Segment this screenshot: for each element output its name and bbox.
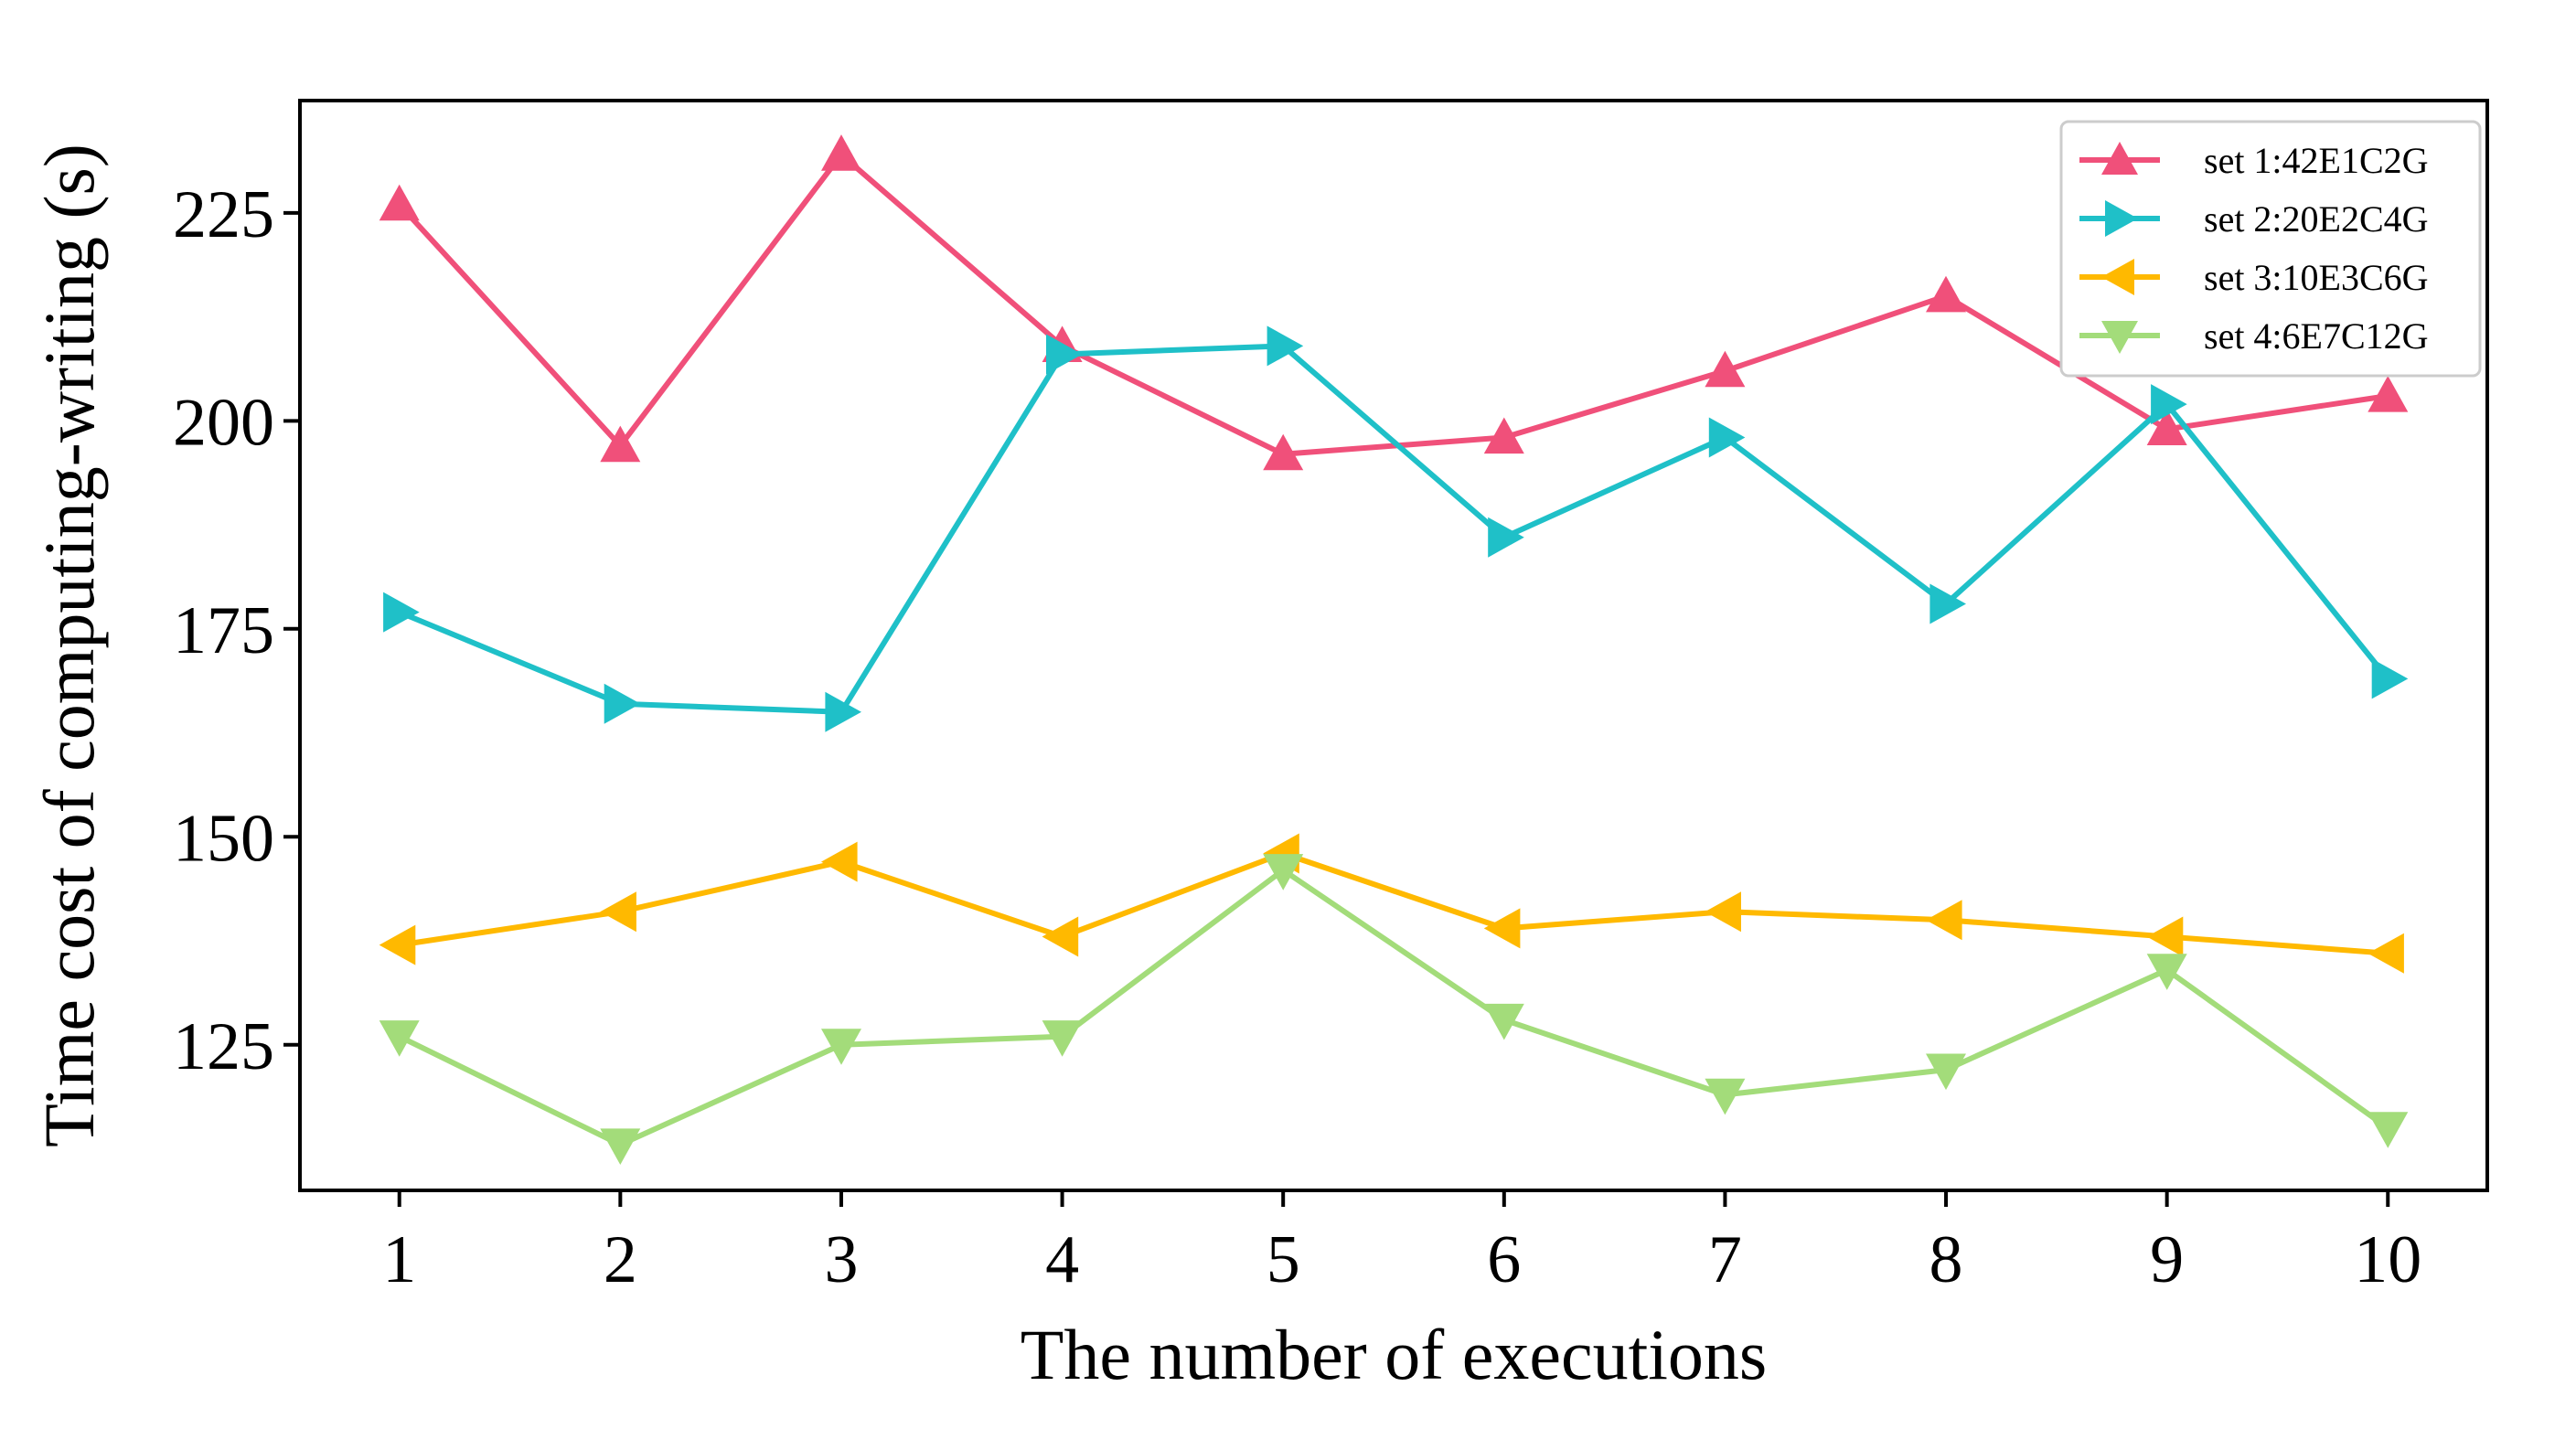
data-point bbox=[604, 683, 641, 724]
legend-label: set 3:10E3C6G bbox=[2204, 257, 2429, 298]
data-point bbox=[1708, 417, 1746, 458]
x-tick-label: 7 bbox=[1708, 1222, 1742, 1297]
data-point bbox=[1705, 1078, 1746, 1115]
y-tick-label: 175 bbox=[173, 593, 274, 668]
legend-marker bbox=[2105, 200, 2138, 237]
data-point bbox=[1488, 517, 1524, 558]
data-point bbox=[600, 425, 641, 463]
data-point bbox=[600, 891, 636, 933]
data-point bbox=[1705, 350, 1746, 388]
legend-marker bbox=[2101, 142, 2138, 175]
data-point bbox=[1042, 1020, 1083, 1057]
data-point bbox=[379, 1020, 420, 1057]
legend-label: set 1:42E1C2G bbox=[2204, 140, 2429, 181]
legend-marker bbox=[2101, 259, 2134, 295]
legend-entry: set 1:42E1C2G bbox=[2079, 140, 2429, 181]
data-point bbox=[2368, 933, 2404, 974]
data-point bbox=[2368, 1112, 2409, 1148]
data-point bbox=[1926, 1053, 1966, 1091]
data-point bbox=[2146, 954, 2187, 990]
axes: 1 2 3 4 5 6 7 8 9 10 125 150 175 200 225 bbox=[173, 177, 2421, 1297]
data-point bbox=[2146, 916, 2184, 957]
data-point bbox=[825, 691, 861, 732]
y-axis-title: Time cost of computing-writing (s) bbox=[29, 144, 109, 1147]
data-point bbox=[2368, 376, 2409, 412]
data-point bbox=[379, 924, 416, 965]
data-point bbox=[1926, 900, 1962, 941]
plot-area bbox=[379, 134, 2409, 1165]
data-point bbox=[1483, 417, 1524, 454]
y-tick-label: 150 bbox=[173, 801, 274, 876]
series-1 bbox=[379, 134, 2409, 471]
data-point bbox=[600, 1128, 641, 1165]
data-point bbox=[383, 592, 420, 633]
series-2 bbox=[383, 325, 2409, 732]
series-3 bbox=[379, 833, 2404, 974]
x-tick-label: 6 bbox=[1487, 1222, 1521, 1297]
series-line bbox=[397, 152, 2389, 457]
x-axis-title: The number of executions bbox=[1021, 1315, 1768, 1394]
data-point bbox=[1263, 433, 1304, 471]
legend: set 1:42E1C2G set 2:20E2C4G set 3:10E3C6G s… bbox=[2059, 120, 2482, 378]
data-point bbox=[1046, 334, 1083, 375]
data-point bbox=[379, 184, 420, 221]
x-tick-label: 2 bbox=[604, 1222, 637, 1297]
series-4 bbox=[379, 854, 2409, 1165]
legend-label: set 2:20E2C4G bbox=[2204, 198, 2429, 240]
legend-entry: set 3:10E3C6G bbox=[2079, 257, 2429, 298]
legend-entry: set 2:20E2C4G bbox=[2079, 198, 2429, 240]
legend-marker bbox=[2101, 321, 2138, 354]
plot-frame bbox=[298, 99, 2489, 1192]
x-tick-label: 1 bbox=[382, 1222, 416, 1297]
data-point bbox=[1263, 854, 1304, 890]
x-tick-label: 5 bbox=[1267, 1222, 1300, 1297]
y-tick-label: 225 bbox=[173, 177, 274, 252]
x-tick-label: 8 bbox=[1929, 1222, 1963, 1297]
data-point bbox=[821, 1029, 861, 1065]
data-point bbox=[821, 841, 858, 882]
data-point bbox=[1705, 891, 1741, 933]
legend-box bbox=[2059, 120, 2482, 378]
data-point bbox=[821, 134, 861, 171]
data-point bbox=[1929, 583, 1966, 624]
data-point bbox=[1926, 275, 1966, 313]
legend-entry: set 4:6E7C12G bbox=[2079, 315, 2429, 357]
legend-label: set 4:6E7C12G bbox=[2204, 315, 2429, 357]
data-point bbox=[1483, 908, 1521, 949]
data-point bbox=[2151, 384, 2187, 425]
y-tick-label: 125 bbox=[173, 1009, 274, 1084]
data-point bbox=[1483, 1003, 1524, 1040]
data-point bbox=[1042, 916, 1079, 957]
x-tick-label: 4 bbox=[1045, 1222, 1079, 1297]
x-tick-label: 10 bbox=[2354, 1222, 2421, 1297]
data-point bbox=[2146, 409, 2187, 445]
series-line bbox=[399, 850, 2389, 956]
series-line bbox=[398, 867, 2390, 1147]
x-tick-label: 9 bbox=[2150, 1222, 2184, 1297]
data-point bbox=[1267, 325, 1304, 367]
y-tick-label: 200 bbox=[173, 385, 274, 460]
series-line bbox=[398, 343, 2390, 715]
data-point bbox=[2371, 658, 2409, 699]
x-tick-label: 3 bbox=[824, 1222, 858, 1297]
